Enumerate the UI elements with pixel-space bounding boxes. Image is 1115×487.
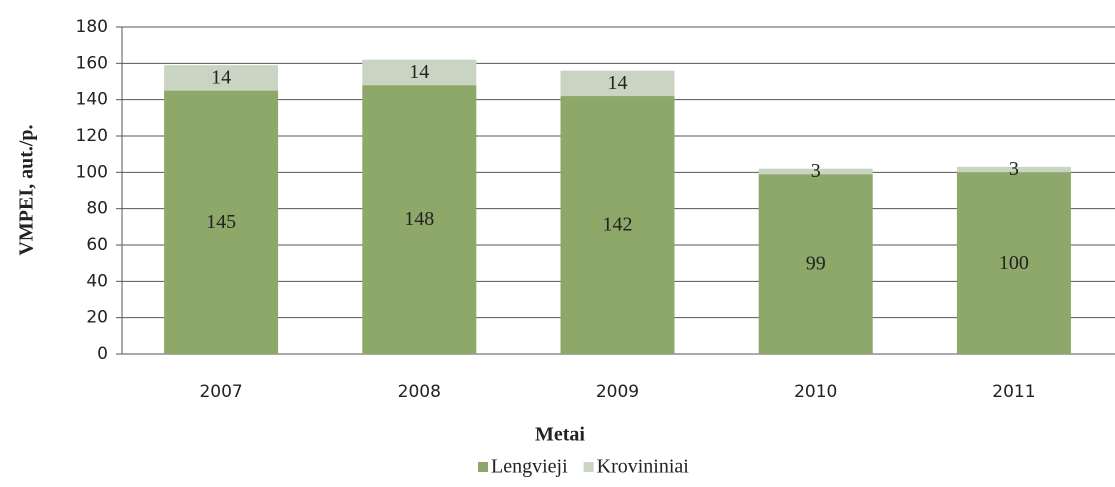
data-label: 142	[603, 214, 633, 236]
data-label: 99	[806, 253, 826, 275]
x-tick-label: 2010	[794, 382, 837, 402]
bar-segment	[758, 168, 873, 175]
data-label: 100	[999, 252, 1029, 274]
bar-segment	[758, 174, 873, 354]
bar-segment	[362, 59, 477, 86]
bar-segment	[956, 166, 1071, 173]
legend-swatch	[478, 462, 488, 472]
x-tick-label: 2009	[596, 382, 639, 402]
bar-segment	[164, 65, 279, 91]
y-tick-label: 80	[86, 199, 108, 219]
legend-label: Krovininiai	[597, 456, 690, 478]
data-label: 3	[1009, 158, 1019, 180]
y-tick-label: 180	[76, 17, 108, 37]
y-tick-label: 40	[86, 271, 108, 291]
x-axis-label: Metai	[535, 424, 585, 446]
y-tick-label: 0	[97, 344, 108, 364]
y-tick-label: 20	[86, 308, 108, 328]
x-tick-label: 2011	[992, 382, 1035, 402]
legend-swatch	[583, 462, 594, 472]
bar-segment	[560, 70, 675, 97]
x-tick-label: 2008	[398, 382, 441, 402]
data-label: 14	[608, 72, 628, 94]
y-tick-label: 60	[86, 235, 108, 255]
y-tick-label: 140	[76, 90, 108, 110]
data-label: 14	[409, 61, 429, 83]
bar-segment	[164, 90, 279, 354]
y-tick-label: 160	[76, 53, 108, 73]
legend-label: Lengvieji	[491, 456, 568, 478]
y-tick-label: 120	[76, 126, 108, 146]
data-label: 14	[211, 66, 231, 88]
data-label: 148	[404, 208, 434, 230]
bar-segment	[560, 96, 675, 355]
bar-segment	[362, 85, 477, 354]
y-axis-label: VMPEI, aut./p.	[16, 124, 38, 255]
data-label: 3	[811, 160, 821, 182]
data-label: 145	[206, 211, 236, 233]
bar-segment	[956, 172, 1071, 354]
x-tick-label: 2007	[199, 382, 242, 402]
y-tick-label: 100	[76, 162, 108, 182]
